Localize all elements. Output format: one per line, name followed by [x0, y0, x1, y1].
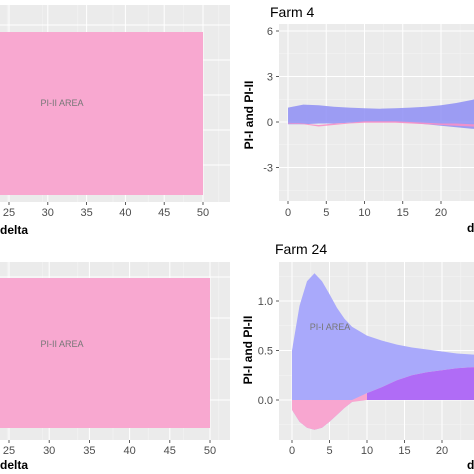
panel-title: Farm 24 — [275, 241, 327, 257]
x-tick-label: 40 — [119, 207, 131, 219]
annotation-pi2-area: PI-II AREA — [40, 98, 83, 108]
x-tick-label: 45 — [164, 445, 176, 457]
y-tick-label: 3 — [267, 72, 273, 84]
pi2-area — [0, 278, 210, 428]
x-tick-label: 20 — [435, 207, 447, 219]
x-tick-label: 0 — [289, 445, 295, 457]
y-tick-label: 0 — [267, 117, 273, 129]
x-axis-title: d — [467, 221, 474, 235]
pi1-area — [292, 273, 474, 430]
x-tick-label: 5 — [326, 445, 332, 457]
overlap-area — [367, 367, 474, 400]
y-tick-label: 0.0 — [258, 395, 273, 407]
panel-farm-24: Farm 24 PI-I AREA 0.0 0.5 1.0 0 5 10 15 20 PI-I an… — [241, 241, 474, 472]
x-tick-label: 40 — [123, 445, 135, 457]
x-tick-label: 15 — [398, 445, 410, 457]
pi1-area — [288, 99, 474, 129]
x-tick-label: 30 — [42, 207, 54, 219]
panel-left-top: PI-II AREA 25 30 35 40 45 50 delta — [0, 5, 230, 237]
x-tick-label: 5 — [323, 207, 329, 219]
x-tick-label: 10 — [361, 445, 373, 457]
annotation-pi1-area: PI-I AREA — [310, 322, 351, 332]
x-tick-label: 20 — [436, 445, 448, 457]
y-axis-title: PI-I and PI-II — [242, 81, 256, 150]
panel-farm-4: Farm 4 -3 0 3 6 0 5 10 15 20 PI-I and PI-II d — [242, 4, 474, 235]
x-axis-title: d — [467, 458, 474, 472]
x-tick-label: 35 — [80, 207, 92, 219]
y-tick-label: -3 — [263, 163, 273, 175]
pi2-area — [288, 121, 474, 127]
y-axis-title: PI-I and PI-II — [241, 316, 255, 385]
x-tick-label: 45 — [158, 207, 170, 219]
x-tick-label: 50 — [204, 445, 216, 457]
x-tick-label: 25 — [3, 445, 15, 457]
x-tick-label: 30 — [43, 445, 55, 457]
x-tick-label: 35 — [83, 445, 95, 457]
x-tick-label: 50 — [197, 207, 209, 219]
x-tick-label: 25 — [3, 207, 15, 219]
panel-title: Farm 4 — [270, 4, 315, 20]
y-tick-label: 1.0 — [258, 296, 273, 308]
y-tick-label: 0.5 — [258, 346, 273, 358]
x-tick-label: 0 — [285, 207, 291, 219]
x-tick-label: 10 — [358, 207, 370, 219]
x-tick-label: 15 — [397, 207, 409, 219]
annotation-pi2-area: PI-II AREA — [40, 339, 83, 349]
y-tick-label: 6 — [267, 26, 273, 38]
panel-left-bottom: PI-II AREA 25 30 35 40 45 50 delta — [0, 262, 230, 472]
pi2-area — [0, 32, 203, 195]
x-axis-title: delta — [0, 223, 28, 237]
x-axis-title: delta — [0, 458, 28, 472]
